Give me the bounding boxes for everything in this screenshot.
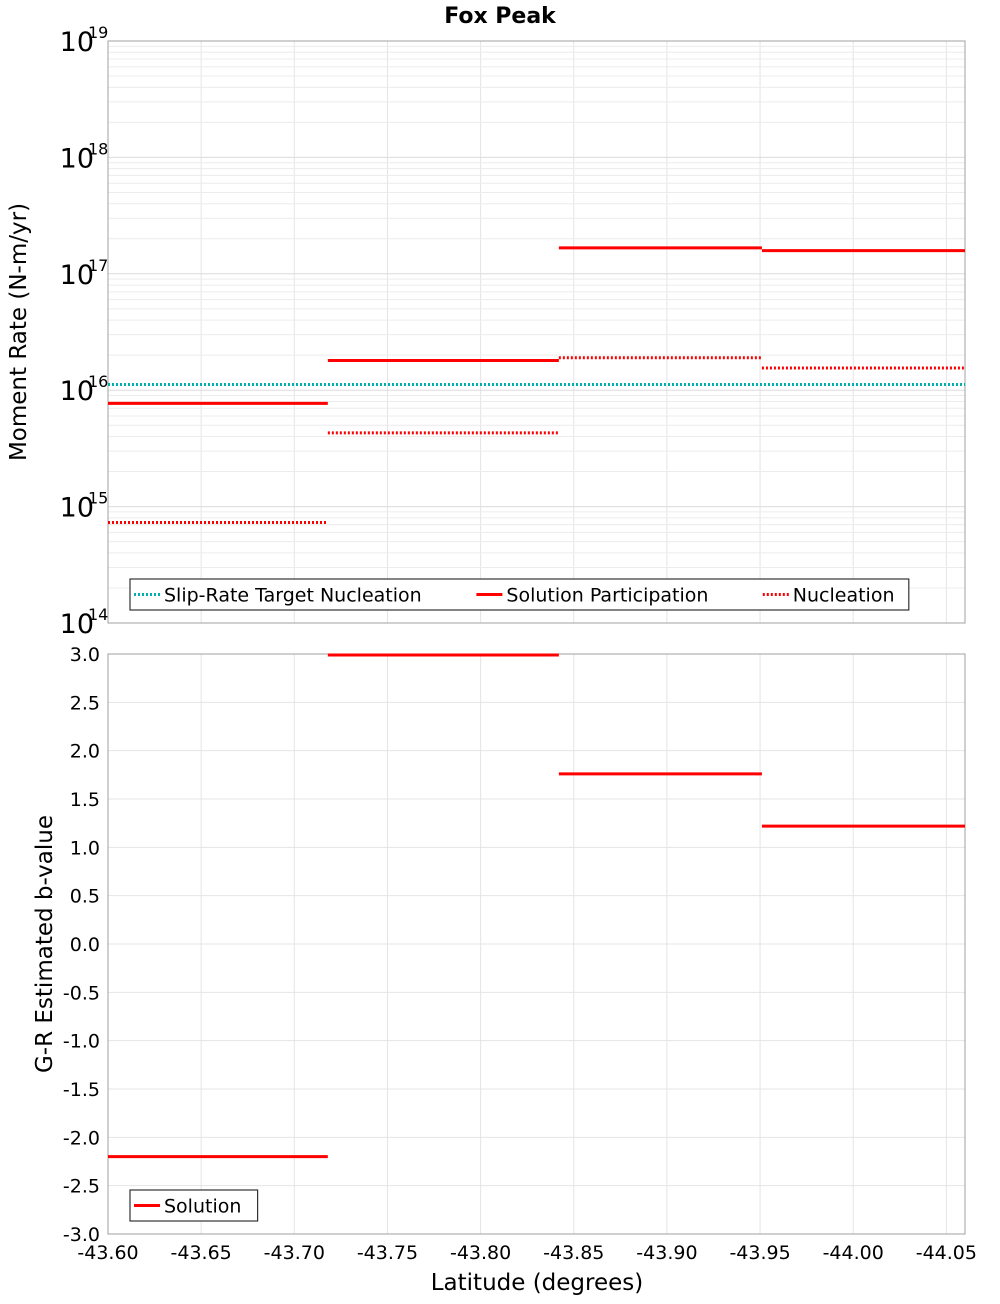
legend-label: Solution Participation: [506, 585, 708, 607]
y-tick-label: 2.5: [70, 692, 100, 714]
y-tick-base: 10: [60, 27, 94, 58]
y-tick-label: 3.0: [70, 644, 100, 666]
x-tick-label: -43.75: [357, 1242, 418, 1264]
x-tick-label: -43.90: [636, 1242, 697, 1264]
x-tick-label: -43.60: [77, 1242, 138, 1264]
y-tick-base: 10: [60, 376, 94, 407]
x-tick-label: -43.85: [543, 1242, 604, 1264]
y-tick-label: 1.0: [70, 837, 100, 859]
y-tick-label: -1.0: [63, 1031, 100, 1053]
x-tick-label: -44.00: [823, 1242, 884, 1264]
x-tick-label: -43.70: [264, 1242, 325, 1264]
b-value-y-axis-label: G-R Estimated b-value: [32, 815, 58, 1073]
y-tick-base: 10: [60, 493, 94, 524]
legend-label: Nucleation: [793, 585, 895, 607]
y-tick-label: -1.5: [63, 1079, 100, 1101]
x-axis-label: Latitude (degrees): [431, 1270, 644, 1296]
y-tick-label: 2.0: [70, 741, 100, 763]
y-tick-label: -2.5: [63, 1176, 100, 1198]
legend: Solution: [129, 1189, 259, 1222]
y-tick-exponent: 18: [88, 139, 108, 158]
chart-title: Fox Peak: [444, 4, 557, 29]
series-solution: [108, 653, 965, 1159]
y-tick-exponent: 14: [88, 605, 108, 624]
y-tick-exponent: 19: [88, 23, 108, 42]
y-tick-label: 1.5: [70, 789, 100, 811]
y-tick-label: -2.0: [63, 1127, 100, 1149]
legend: Slip-Rate Target Nucleation Solution Part…: [129, 578, 910, 611]
gridlines: [107, 41, 965, 624]
x-tick-label: -44.05: [916, 1242, 977, 1264]
subplot-1: -3.0 -2.5 -2.0 -1.5 -1.0 -0.5 0.0 0.5 1.0 1.5 2.0 2…: [63, 644, 966, 1246]
y-tick-label: -0.5: [63, 982, 100, 1004]
y-tick-label: 0.5: [70, 886, 100, 908]
series-nucleation: [108, 356, 965, 525]
legend-label: Solution: [164, 1196, 241, 1218]
y-tick-exponent: 17: [88, 256, 108, 275]
y-tick-base: 10: [60, 260, 94, 291]
y-tick-label: 0.0: [70, 934, 100, 956]
y-tick-base: 10: [60, 143, 94, 174]
x-tick-label: -43.80: [450, 1242, 511, 1264]
x-tick-label: -43.95: [729, 1242, 790, 1264]
plot-frame: [107, 40, 966, 624]
gridlines: [107, 653, 965, 1235]
moment-rate-y-axis-label: Moment Rate (N-m/yr): [6, 203, 32, 461]
series-solution-participation: [108, 246, 965, 405]
y-tick-exponent: 15: [88, 489, 108, 508]
x-tick-label: -43.65: [171, 1242, 232, 1264]
y-tick-label: -3.0: [63, 1224, 100, 1246]
y-tick-exponent: 16: [88, 372, 108, 391]
y-tick-base: 10: [60, 609, 94, 640]
legend-label: Slip-Rate Target Nucleation: [164, 585, 422, 607]
